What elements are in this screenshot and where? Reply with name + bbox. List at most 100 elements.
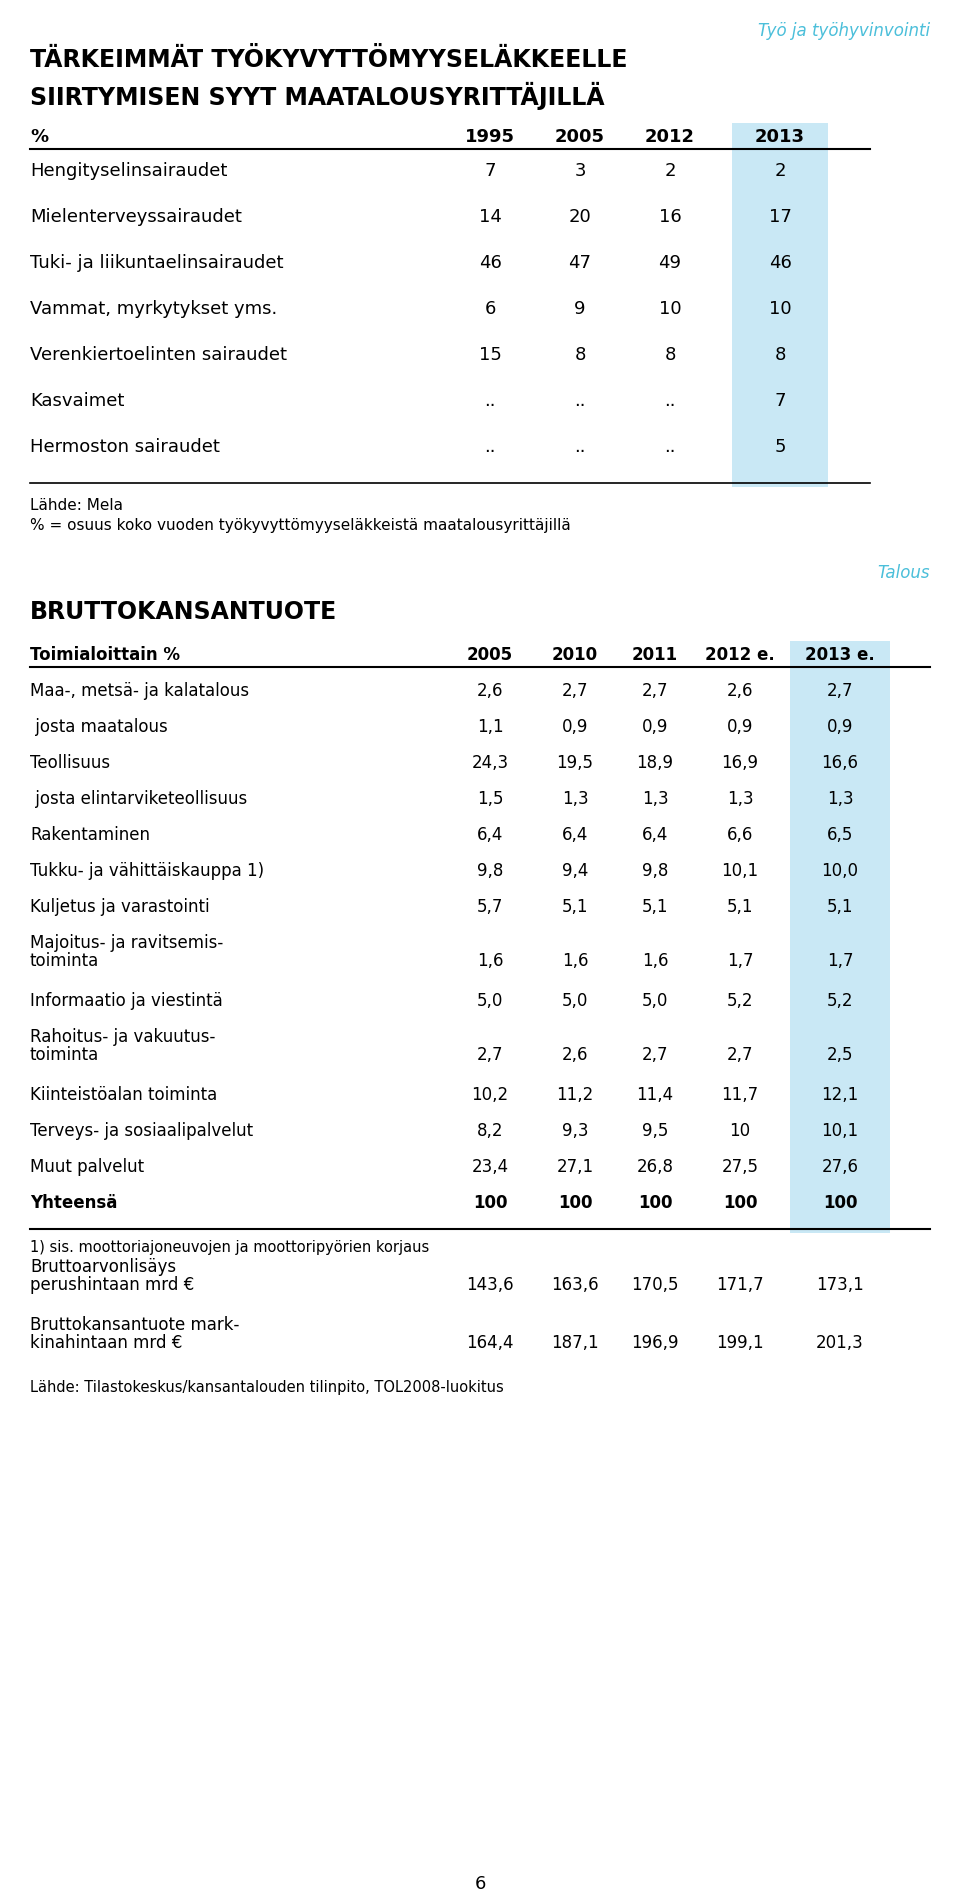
- Text: 2: 2: [664, 161, 676, 180]
- Text: 187,1: 187,1: [551, 1332, 599, 1351]
- Text: 2013: 2013: [755, 127, 805, 146]
- Text: Majoitus- ja ravitsemis-: Majoitus- ja ravitsemis-: [30, 934, 224, 951]
- Text: 3: 3: [574, 161, 586, 180]
- Text: 170,5: 170,5: [632, 1275, 679, 1293]
- Bar: [732, 123, 828, 488]
- Text: Tuki- ja liikuntaelinsairaudet: Tuki- ja liikuntaelinsairaudet: [30, 254, 283, 271]
- Text: josta maatalous: josta maatalous: [30, 717, 168, 736]
- Text: 173,1: 173,1: [816, 1275, 864, 1293]
- Text: ..: ..: [574, 391, 586, 410]
- Text: 164,4: 164,4: [467, 1332, 514, 1351]
- Text: %: %: [30, 127, 48, 146]
- Text: 100: 100: [723, 1194, 757, 1211]
- Text: 14: 14: [479, 209, 501, 226]
- Text: 5,2: 5,2: [727, 991, 754, 1010]
- Text: 19,5: 19,5: [557, 754, 593, 772]
- Text: 2,6: 2,6: [562, 1046, 588, 1063]
- Text: 2012: 2012: [645, 127, 695, 146]
- Text: Kuljetus ja varastointi: Kuljetus ja varastointi: [30, 898, 209, 915]
- Text: 2,7: 2,7: [641, 1046, 668, 1063]
- Text: 100: 100: [637, 1194, 672, 1211]
- Text: 17: 17: [769, 209, 791, 226]
- Text: 1) sis. moottoriajoneuvojen ja moottoripyörien korjaus: 1) sis. moottoriajoneuvojen ja moottorip…: [30, 1239, 429, 1255]
- Text: toiminta: toiminta: [30, 951, 99, 970]
- Text: 5,1: 5,1: [641, 898, 668, 915]
- Text: 5,0: 5,0: [562, 991, 588, 1010]
- Text: 6,6: 6,6: [727, 826, 754, 843]
- Text: 10: 10: [769, 300, 791, 317]
- Text: 0,9: 0,9: [727, 717, 754, 736]
- Text: 2,6: 2,6: [727, 681, 754, 700]
- Text: TÄRKEIMMÄT TYÖKYVYTTÖMYYSELÄKKEELLE: TÄRKEIMMÄT TYÖKYVYTTÖMYYSELÄKKEELLE: [30, 47, 628, 72]
- Text: 1,3: 1,3: [727, 790, 754, 807]
- Text: 2,5: 2,5: [827, 1046, 853, 1063]
- Text: ..: ..: [664, 438, 676, 456]
- Text: Vammat, myrkytykset yms.: Vammat, myrkytykset yms.: [30, 300, 277, 317]
- Text: 9,3: 9,3: [562, 1122, 588, 1139]
- Text: Kasvaimet: Kasvaimet: [30, 391, 125, 410]
- Text: ..: ..: [574, 438, 586, 456]
- Text: 10,0: 10,0: [822, 862, 858, 879]
- Text: Maa-, metsä- ja kalatalous: Maa-, metsä- ja kalatalous: [30, 681, 250, 700]
- Text: 1,3: 1,3: [827, 790, 853, 807]
- Text: Lähde: Tilastokeskus/kansantalouden tilinpito, TOL2008-luokitus: Lähde: Tilastokeskus/kansantalouden tili…: [30, 1380, 504, 1395]
- Text: 171,7: 171,7: [716, 1275, 764, 1293]
- Text: 100: 100: [823, 1194, 857, 1211]
- Text: 6,4: 6,4: [642, 826, 668, 843]
- Text: 1,6: 1,6: [641, 951, 668, 970]
- Text: 1,3: 1,3: [562, 790, 588, 807]
- Text: 2005: 2005: [467, 645, 513, 664]
- Text: 8: 8: [574, 345, 586, 364]
- Text: 7: 7: [775, 391, 785, 410]
- Text: 6,4: 6,4: [562, 826, 588, 843]
- Text: 26,8: 26,8: [636, 1158, 674, 1175]
- Text: BRUTTOKANSANTUOTE: BRUTTOKANSANTUOTE: [30, 600, 337, 624]
- Text: 10,1: 10,1: [721, 862, 758, 879]
- Text: 0,9: 0,9: [562, 717, 588, 736]
- Text: 5,0: 5,0: [477, 991, 503, 1010]
- Text: Terveys- ja sosiaalipalvelut: Terveys- ja sosiaalipalvelut: [30, 1122, 253, 1139]
- Text: 2005: 2005: [555, 127, 605, 146]
- Text: 1,5: 1,5: [477, 790, 503, 807]
- Text: 2,7: 2,7: [727, 1046, 754, 1063]
- Text: 5,2: 5,2: [827, 991, 853, 1010]
- Text: 11,7: 11,7: [721, 1086, 758, 1103]
- Text: SIIRTYMISEN SYYT MAATALOUSYRITTÄJILLÄ: SIIRTYMISEN SYYT MAATALOUSYRITTÄJILLÄ: [30, 82, 605, 110]
- Text: 24,3: 24,3: [471, 754, 509, 772]
- Text: Toimialoittain %: Toimialoittain %: [30, 645, 180, 664]
- Text: 6: 6: [474, 1873, 486, 1892]
- Text: 100: 100: [558, 1194, 592, 1211]
- Text: 1,1: 1,1: [477, 717, 503, 736]
- Text: 1,3: 1,3: [641, 790, 668, 807]
- Text: 10,2: 10,2: [471, 1086, 509, 1103]
- Text: 2: 2: [775, 161, 785, 180]
- Text: 9: 9: [574, 300, 586, 317]
- Bar: [790, 642, 890, 1234]
- Text: Tukku- ja vähittäiskauppa 1): Tukku- ja vähittäiskauppa 1): [30, 862, 264, 879]
- Text: ..: ..: [484, 438, 495, 456]
- Text: 1,7: 1,7: [727, 951, 754, 970]
- Text: 196,9: 196,9: [632, 1332, 679, 1351]
- Text: 5,1: 5,1: [827, 898, 853, 915]
- Text: 46: 46: [479, 254, 501, 271]
- Text: ..: ..: [664, 391, 676, 410]
- Text: 11,2: 11,2: [557, 1086, 593, 1103]
- Text: Mielenterveyssairaudet: Mielenterveyssairaudet: [30, 209, 242, 226]
- Text: perushintaan mrd €: perushintaan mrd €: [30, 1275, 194, 1293]
- Text: 47: 47: [568, 254, 591, 271]
- Text: toiminta: toiminta: [30, 1046, 99, 1063]
- Text: josta elintarviketeollisuus: josta elintarviketeollisuus: [30, 790, 248, 807]
- Text: 18,9: 18,9: [636, 754, 674, 772]
- Text: 7: 7: [484, 161, 495, 180]
- Text: 5: 5: [775, 438, 785, 456]
- Text: 1,7: 1,7: [827, 951, 853, 970]
- Text: 2,7: 2,7: [562, 681, 588, 700]
- Text: 9,8: 9,8: [642, 862, 668, 879]
- Text: Rahoitus- ja vakuutus-: Rahoitus- ja vakuutus-: [30, 1027, 215, 1046]
- Text: 16,6: 16,6: [822, 754, 858, 772]
- Text: Teollisuus: Teollisuus: [30, 754, 110, 772]
- Text: 0,9: 0,9: [642, 717, 668, 736]
- Text: 100: 100: [472, 1194, 507, 1211]
- Text: 23,4: 23,4: [471, 1158, 509, 1175]
- Text: 49: 49: [659, 254, 682, 271]
